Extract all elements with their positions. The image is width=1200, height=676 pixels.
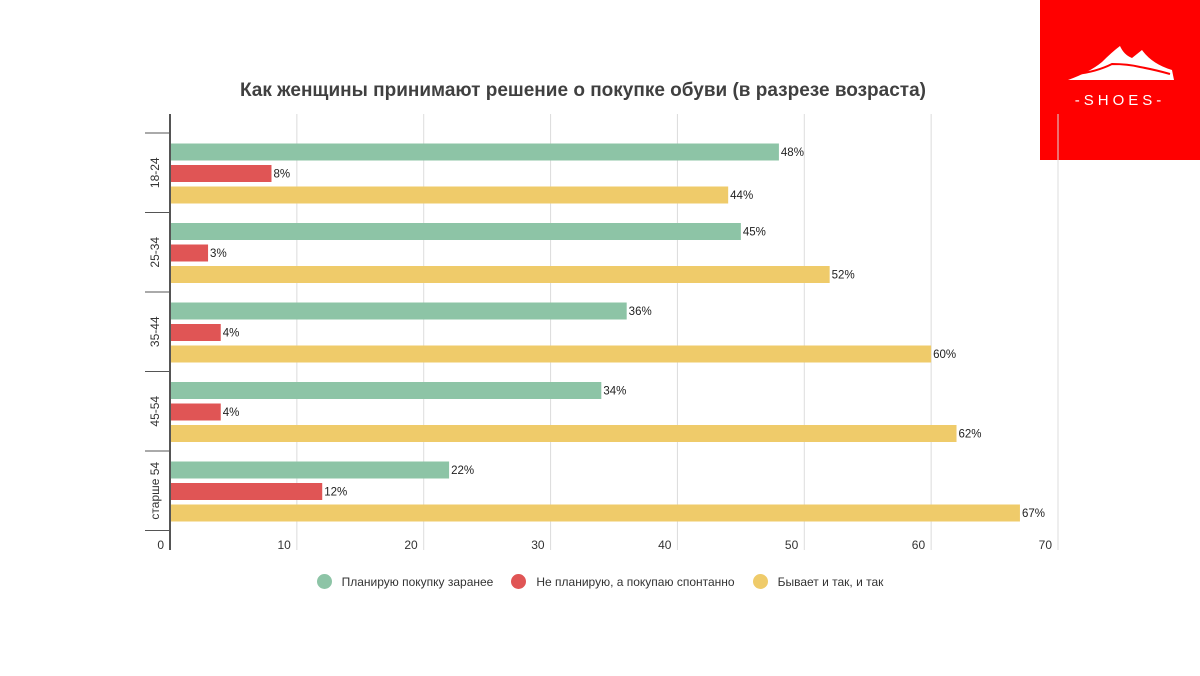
logo-text: -SHOES- [1074,92,1166,109]
category-label: старше 54 [148,462,162,520]
data-label: 44% [730,190,753,202]
data-label: 52% [832,270,855,282]
legend-item: Планирую покупку заранее [316,574,494,589]
data-label: 67% [1022,508,1045,520]
category-label: 18-24 [148,157,162,188]
data-label: 48% [781,147,804,159]
legend-swatch [316,574,332,589]
data-label: 4% [223,407,240,419]
data-label: 45% [743,227,766,239]
data-label: 62% [959,429,982,441]
data-label: 3% [210,248,227,260]
bar [171,244,209,262]
legend-item: Не планирую, а покупаю спонтанно [511,574,735,589]
category-label: 45-54 [148,396,162,427]
legend-item: Бывает и так, и так [752,574,884,589]
x-tick-label: 30 [531,538,545,552]
shoes-logo: -SHOES- [1040,0,1200,160]
bar [171,324,221,341]
x-tick-label: 60 [912,538,926,552]
category-label: 35-44 [148,316,162,347]
bar [171,143,779,161]
data-label: 4% [223,328,240,340]
legend-label: Бывает и так, и так [777,574,884,589]
legend-swatch [752,574,768,589]
bar [171,483,323,500]
legend-label: Планирую покупку заранее [341,574,494,589]
chart-legend: Планирую покупку заранее Не планирую, а п… [0,574,1200,589]
bar [171,186,729,204]
chart-title: Как женщины принимают решение о покупке … [239,80,927,101]
bar [171,345,932,363]
legend-label: Не планирую, а покупаю спонтанно [536,574,735,589]
x-tick-label: 50 [785,538,799,552]
bar [171,165,272,182]
bar [171,382,602,399]
legend-swatch [511,574,527,589]
x-tick-label: 20 [404,538,418,552]
x-tick-label: 40 [658,538,672,552]
data-label: 60% [933,349,956,361]
bar [171,223,741,240]
data-label: 22% [451,465,474,477]
data-label: 12% [324,487,347,499]
data-label: 8% [273,169,290,181]
bar [171,504,1020,522]
x-tick-label: 10 [277,538,291,552]
x-tick-label: 0 [157,538,164,552]
bar [171,302,627,320]
bar [171,425,957,442]
shoe-logo-icon [1068,46,1174,80]
category-label: 25-34 [148,237,162,268]
data-label: 36% [629,306,652,318]
bar [171,403,221,421]
data-label: 34% [603,386,626,398]
bar [171,266,830,283]
x-tick-label: 70 [1039,538,1053,552]
bar [171,461,450,479]
